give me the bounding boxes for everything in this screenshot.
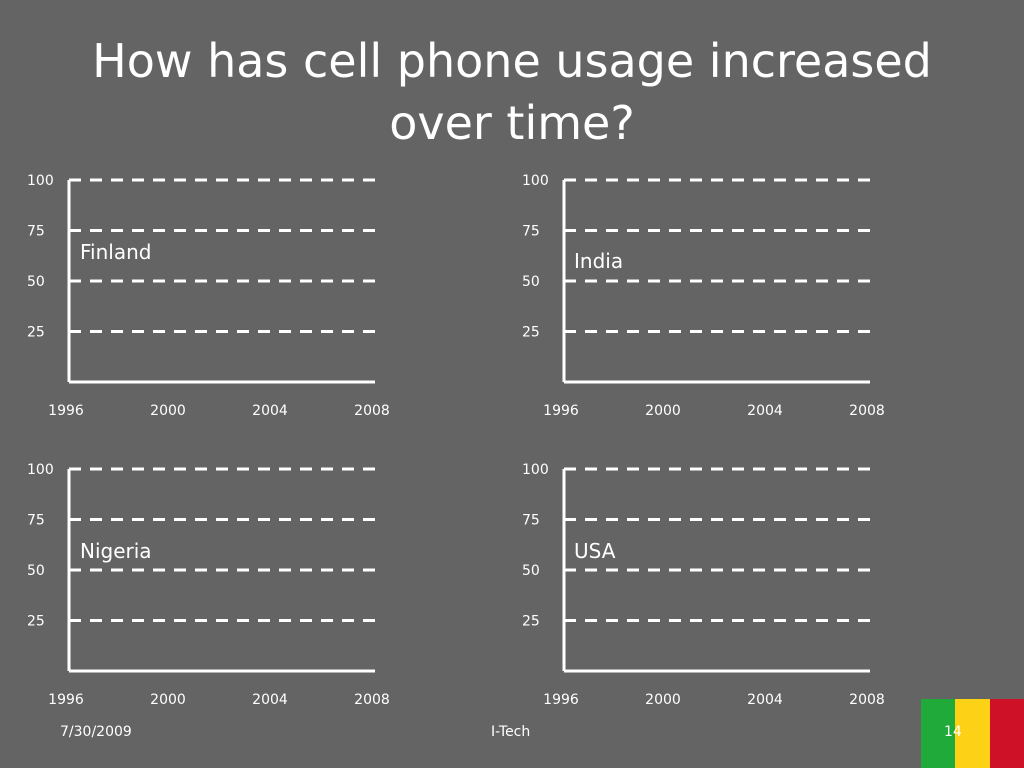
y-tick-label: 25 xyxy=(27,614,45,630)
slide-title-line-1: How has cell phone usage increased xyxy=(92,34,932,88)
chart-panel-usa: 25 50 75 100 1996 2000 2004 2008 USA xyxy=(517,457,887,708)
x-tick-label: 2004 xyxy=(747,692,783,708)
chart-label-usa: USA xyxy=(574,539,616,563)
y-tick-label: 75 xyxy=(522,513,540,529)
chart-label-nigeria: Nigeria xyxy=(80,539,152,563)
flag-stripe-yellow xyxy=(955,699,990,768)
y-tick-label: 100 xyxy=(27,462,54,478)
footer-date: 7/30/2009 xyxy=(60,724,132,740)
chart-nigeria: 25 50 75 100 1996 2000 2004 2008 xyxy=(27,462,390,708)
flag-graphic xyxy=(921,699,1024,768)
flag-stripe-red xyxy=(989,699,1024,768)
y-tick-label: 25 xyxy=(522,614,540,630)
y-tick-label: 25 xyxy=(27,325,45,341)
x-tick-label: 2000 xyxy=(150,692,186,708)
y-tick-label: 75 xyxy=(522,224,540,240)
x-tick-label: 2004 xyxy=(747,403,783,419)
y-tick-label: 50 xyxy=(27,563,45,579)
chart-usa: 25 50 75 100 1996 2000 2004 2008 xyxy=(522,462,885,708)
y-tick-label: 100 xyxy=(522,462,549,478)
x-tick-label: 1996 xyxy=(48,403,84,419)
y-tick-label: 50 xyxy=(522,563,540,579)
x-tick-label: 2004 xyxy=(252,403,288,419)
y-tick-label: 75 xyxy=(27,224,45,240)
x-tick-label: 2000 xyxy=(645,403,681,419)
y-tick-label: 50 xyxy=(27,274,45,290)
slide-number: 14 xyxy=(944,724,962,740)
chart-panel-india: 25 50 75 100 1996 2000 2004 2008 India xyxy=(517,168,887,419)
x-tick-label: 1996 xyxy=(543,692,579,708)
chart-label-finland: Finland xyxy=(80,240,152,264)
x-tick-label: 2000 xyxy=(645,692,681,708)
y-tick-label: 50 xyxy=(522,274,540,290)
chart-panel-finland: 25 50 75 100 1996 2000 2004 2008 Finland xyxy=(22,168,392,419)
x-tick-label: 1996 xyxy=(48,692,84,708)
chart-label-india: India xyxy=(574,249,624,273)
x-tick-label: 1996 xyxy=(543,403,579,419)
chart-india: 25 50 75 100 1996 2000 2004 2008 xyxy=(522,173,885,419)
x-tick-label: 2004 xyxy=(252,692,288,708)
flag-stripe-green xyxy=(921,699,956,768)
x-tick-label: 2008 xyxy=(354,403,390,419)
y-tick-label: 25 xyxy=(522,325,540,341)
x-tick-label: 2008 xyxy=(849,692,885,708)
slide-title-line-2: over time? xyxy=(389,96,635,150)
chart-panel-nigeria: 25 50 75 100 1996 2000 2004 2008 Nigeria xyxy=(22,457,392,708)
y-tick-label: 75 xyxy=(27,513,45,529)
y-tick-label: 100 xyxy=(522,173,549,189)
footer-organization: I-Tech xyxy=(491,724,531,740)
x-tick-label: 2008 xyxy=(849,403,885,419)
y-tick-label: 100 xyxy=(27,173,54,189)
chart-finland: 25 50 75 100 1996 2000 2004 2008 xyxy=(27,173,390,419)
slide-title: How has cell phone usage increased over … xyxy=(0,30,1024,154)
x-tick-label: 2000 xyxy=(150,403,186,419)
x-tick-label: 2008 xyxy=(354,692,390,708)
